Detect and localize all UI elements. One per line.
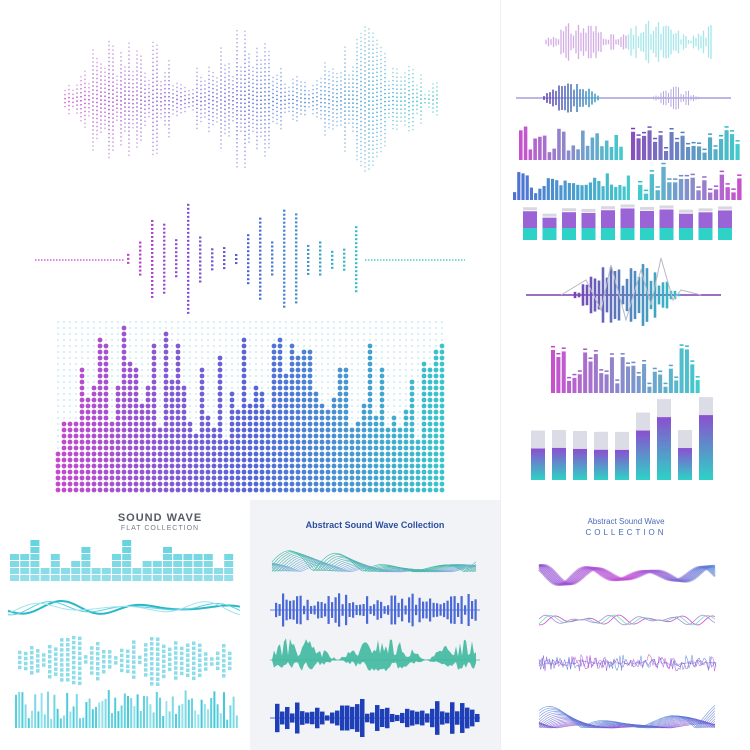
green-spiky-wave <box>270 638 480 672</box>
flat-thin-bars <box>15 690 238 728</box>
side-heartbeat-wave <box>526 257 721 326</box>
dotted-sound-wave-top <box>64 25 438 172</box>
abstract-purple-title: Abstract Sound Wave <box>587 517 665 526</box>
abstract-blue-title: Abstract Sound Wave Collection <box>305 520 445 530</box>
side-equalizer-3 <box>513 172 630 200</box>
flat-subtitle: FLAT COLLECTION <box>120 525 200 532</box>
main-panel <box>0 0 500 500</box>
side-equalizer-2 <box>631 126 740 160</box>
flat-collection-panel: SOUND WAVE FLAT COLLECTION <box>0 500 250 750</box>
flat-illustration <box>7 540 241 728</box>
side-soft-wave <box>545 20 712 64</box>
mesh-wave <box>271 550 477 573</box>
flat-block-equalizer <box>10 540 234 581</box>
side-line-wave <box>516 83 731 113</box>
abstract-blue-illustration <box>270 550 480 738</box>
side-gradient-blocks <box>523 204 732 240</box>
dot-equalizer <box>55 320 445 493</box>
abstract-purple-illustration <box>538 563 717 729</box>
thin-line-wave <box>538 614 716 626</box>
side-equalizer-4 <box>638 162 742 200</box>
abstract-purple-subtitle: COLLECTION <box>585 528 667 537</box>
noisy-line-wave <box>538 653 717 672</box>
flat-line-waves <box>7 600 241 616</box>
side-illustration <box>513 20 742 480</box>
dotted-sound-wave-middle <box>35 203 465 314</box>
purple-ribbon-wave <box>538 563 716 586</box>
side-equalizer-1 <box>519 126 623 160</box>
side-equalizer-5 <box>551 344 700 393</box>
blue-blocky-wave <box>270 698 480 738</box>
flat-title: SOUND WAVE <box>117 512 203 524</box>
abstract-blue-panel: Abstract Sound Wave Collection <box>250 500 500 750</box>
main-illustration <box>35 25 465 493</box>
side-tall-bars <box>531 397 713 480</box>
mesh-mountain-wave <box>538 705 716 729</box>
abstract-purple-panel: Abstract Sound Wave COLLECTION <box>500 500 750 750</box>
blue-bar-wave <box>270 593 480 627</box>
side-panel <box>500 0 750 500</box>
flat-dot-wave <box>18 635 232 686</box>
